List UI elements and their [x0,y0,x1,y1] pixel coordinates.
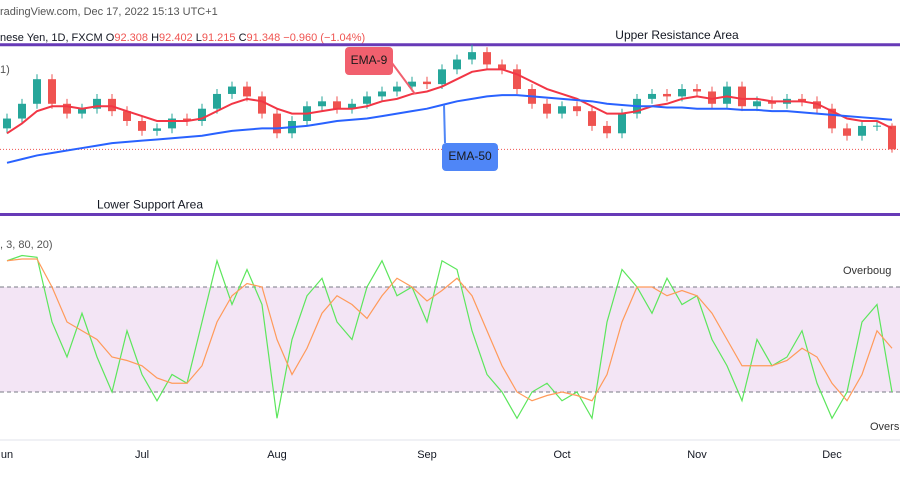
source: radingView.com, Dec 17, 2022 15:13 UTC+1 [0,6,218,18]
candle-body [33,79,41,104]
low-value: 91.215 [202,32,236,44]
level-label: Overs [870,421,900,433]
open-value: 92.308 [114,32,148,44]
candle-body [753,101,761,107]
candle-body [738,86,746,107]
series-line [6,94,893,164]
x-tick-label: Jul [135,449,149,461]
annotation-arrow [443,104,446,144]
candle-body [828,108,836,129]
legend-label: EMA-50 [448,149,492,163]
x-tick-label: Nov [687,449,707,461]
candle-body [723,86,731,104]
x-tick-label: un [1,449,13,461]
candle-body [603,125,611,134]
series-line [6,258,893,402]
candle-body [798,98,806,102]
candle-body [663,93,671,97]
symbol: nese Yen, 1D, FXCM [0,32,103,44]
x-tick-label: Oct [553,449,570,461]
candle-body [438,69,446,85]
candle-body [378,91,386,97]
candle-body [588,111,596,126]
candle-body [813,101,821,109]
level-label: Overboug [843,265,891,277]
open-label: O [106,32,115,44]
candle-body [273,113,281,134]
annotation-box [345,47,393,75]
low-label: L [196,32,202,44]
candle-body [93,98,101,109]
series-line [6,254,893,421]
candle-body [423,81,431,85]
band [0,287,900,392]
candle-body [888,125,896,150]
candle-body [483,52,491,65]
candle-body [768,101,776,104]
candle-body [183,118,191,121]
close-label: C [239,32,247,44]
candle-body [48,79,56,104]
candle-body [123,111,131,121]
candle-body [348,103,356,109]
candle-body [873,125,881,127]
series-line [6,68,893,135]
stoch-title: , 3, 80, 20) [0,239,53,251]
candle-body [318,101,326,107]
change: −0.960 [283,32,317,44]
candle-body [468,52,476,60]
legend-label: EMA-9 [351,53,388,67]
candle-body [858,125,866,136]
annotation-box [442,143,498,171]
candle-body [228,86,236,94]
candle-body [213,93,221,109]
candle-body [258,96,266,114]
candle-body [513,69,521,90]
level-label: Upper Resistance Area [615,28,739,42]
candle-body [333,101,341,109]
indicator-label: 1) [0,64,10,76]
candle-body [558,106,566,114]
candle-body [543,103,551,114]
candle-body [63,103,71,114]
x-tick-label: Sep [417,449,437,461]
candle-body [363,96,371,104]
candle-body [648,93,656,99]
change-pct: (−1.04%) [320,32,365,44]
candle-body [573,106,581,112]
candle-body [618,113,626,134]
candle-body [498,64,506,70]
annotation-arrow [388,58,416,95]
high-value: 92.402 [159,32,193,44]
candle-body [453,59,461,70]
candle-body [3,118,11,129]
candle-body [843,128,851,136]
candle-body [693,89,701,92]
close-value: 91.348 [247,32,281,44]
candle-body [393,86,401,92]
candle-body [408,81,416,87]
high-label: H [151,32,159,44]
candle-body [153,128,161,131]
ohlc-header: nese Yen, 1D, FXCM O92.308 H92.402 L91.2… [0,32,365,44]
candle-body [243,86,251,97]
candle-body [678,89,686,97]
candle-body [168,118,176,129]
candle-body [18,103,26,119]
candle-body [708,91,716,104]
candle-body [198,108,206,121]
candle-body [108,98,116,112]
level-label: Lower Support Area [97,198,203,212]
x-tick-label: Aug [267,449,287,461]
candle-body [138,121,146,131]
candle-body [78,108,86,114]
x-tick-label: Dec [822,449,842,461]
